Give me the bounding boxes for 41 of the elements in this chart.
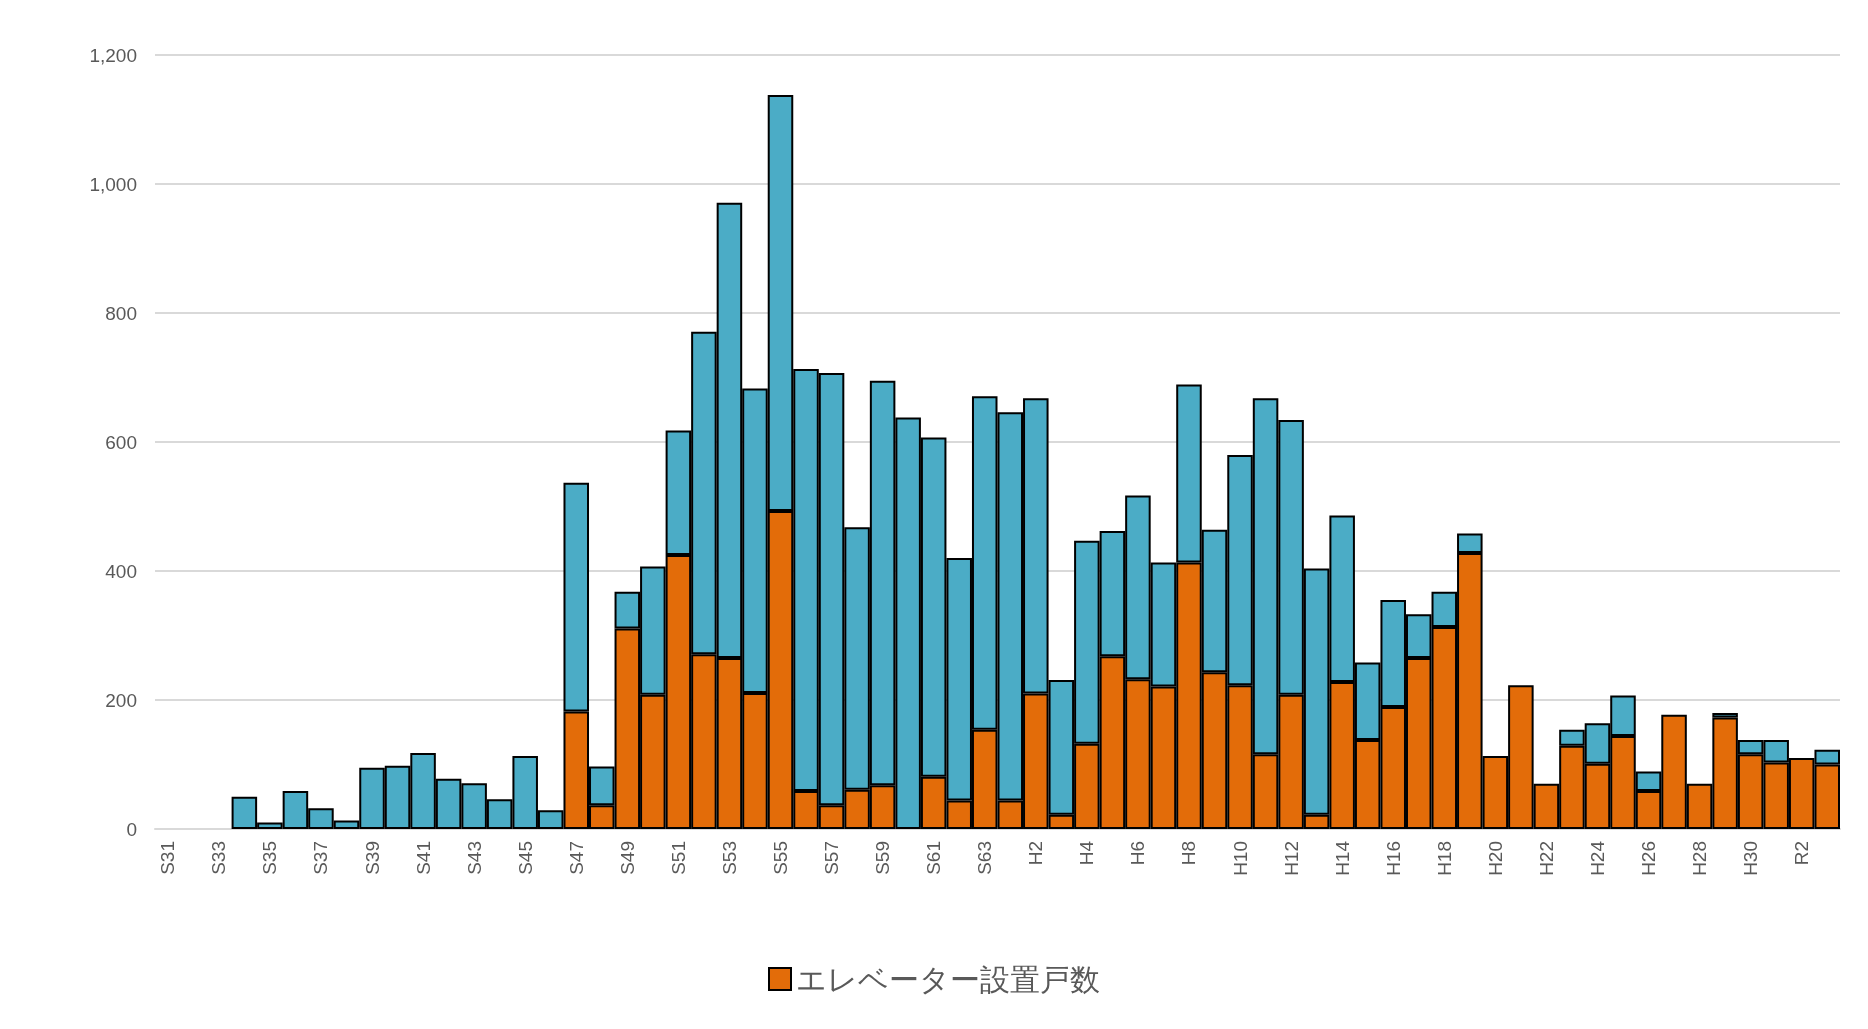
y-tick-label: 800 [105, 302, 137, 324]
x-tick-label: H18 [1433, 841, 1455, 876]
x-tick-label: S31 [157, 841, 179, 875]
x-tick-label: H30 [1740, 841, 1762, 876]
x-tick-label: S61 [923, 841, 945, 875]
x-tick-label: S33 [208, 841, 230, 875]
x-tick-label: S39 [361, 841, 383, 875]
x-tick-label: S37 [310, 841, 332, 875]
x-tick-label: S51 [667, 841, 689, 875]
x-tick-label: S41 [412, 841, 434, 875]
x-tick-label: H14 [1331, 840, 1353, 876]
x-tick-label: H6 [1127, 841, 1149, 866]
y-tick-label: 0 [126, 818, 137, 840]
x-tick-label: R2 [1791, 841, 1813, 866]
x-tick-label: H10 [1229, 841, 1251, 876]
x-tick-label: H4 [1076, 840, 1098, 866]
x-tick-label: S49 [616, 841, 638, 875]
x-tick-label: H2 [1025, 841, 1047, 866]
legend-label: エレベーター設置戸数 [796, 962, 1100, 996]
x-tick-label: S35 [259, 841, 281, 875]
x-tick-label: H24 [1586, 840, 1608, 876]
x-tick-label: H28 [1689, 841, 1711, 876]
y-tick-label: 600 [105, 431, 137, 453]
x-tick-label: S63 [974, 841, 996, 875]
y-tick-label: 1,000 [89, 173, 137, 195]
x-tick-label: H12 [1280, 841, 1302, 876]
x-tick-label: S47 [565, 841, 587, 875]
x-tick-label: H26 [1638, 841, 1660, 876]
x-tick-label: S45 [514, 841, 536, 875]
x-tick-label: S55 [769, 841, 791, 875]
x-tick-label: S53 [718, 841, 740, 875]
x-tick-label: S59 [872, 841, 894, 875]
x-tick-label: H8 [1178, 841, 1200, 866]
x-tick-label: H20 [1484, 841, 1506, 876]
x-tick-label: S57 [821, 841, 843, 875]
y-tick-label: 200 [105, 689, 137, 711]
x-tick-label: S43 [463, 841, 485, 875]
x-tick-label: H22 [1535, 841, 1557, 876]
y-tick-label: 1,200 [89, 44, 137, 66]
y-tick-label: 400 [105, 560, 137, 582]
x-tick-label: H16 [1382, 841, 1404, 876]
